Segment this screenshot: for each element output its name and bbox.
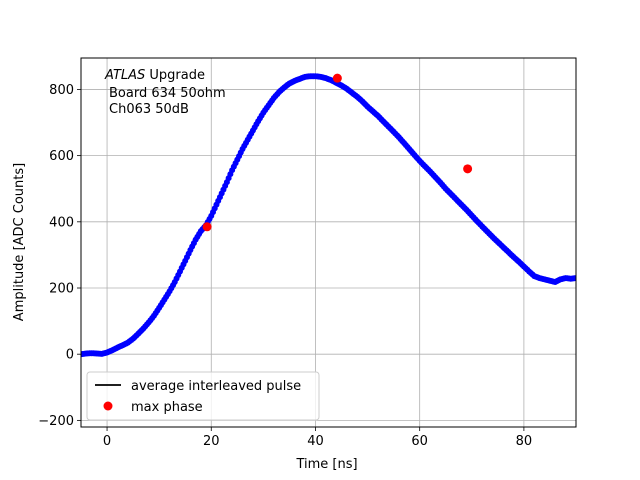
legend-label-max-phase: max phase [131, 400, 203, 415]
data-point [573, 275, 576, 282]
legend-marker-swatch [103, 401, 113, 411]
y-tick-label: 0 [66, 348, 74, 363]
annotation: ATLAS Upgrade Board 634 50ohm Ch063 50dB [104, 68, 226, 117]
y-tick-label: 200 [49, 282, 74, 297]
legend-label-average: average interleaved pulse [131, 379, 301, 394]
series-average-interleaved-pulse [81, 73, 576, 358]
y-axis: −200 0 200 400 600 800 [38, 83, 81, 429]
x-tick-label: 60 [411, 434, 428, 449]
y-axis-label: Amplitude [ADC Counts] [12, 163, 27, 321]
x-tick-label: 20 [203, 434, 220, 449]
legend-box [86, 371, 320, 421]
y-tick-label: −200 [38, 414, 74, 429]
max-phase-point [332, 73, 342, 83]
annotation-atlas: ATLAS [104, 68, 145, 83]
annotation-channel: Ch063 50dB [109, 102, 189, 117]
plot-frame [80, 57, 577, 428]
series-max-phase [202, 73, 473, 232]
y-tick-label: 400 [49, 215, 74, 230]
x-tick-label: 0 [103, 434, 111, 449]
svg-text:ATLAS Upgrade: ATLAS Upgrade [104, 68, 205, 83]
legend: average interleaved pulse max phase [86, 371, 320, 421]
x-tick-label: 40 [307, 434, 324, 449]
y-tick-label: 800 [49, 83, 74, 98]
x-axis-label: Time [ns] [295, 457, 357, 472]
x-tick-label: 80 [516, 434, 533, 449]
y-tick-label: 600 [49, 149, 74, 164]
x-axis: 0 20 40 60 80 [103, 427, 532, 449]
annotation-upgrade: Upgrade [145, 68, 205, 83]
max-phase-point [463, 164, 473, 174]
annotation-board: Board 634 50ohm [109, 86, 226, 101]
max-phase-point [202, 222, 212, 232]
